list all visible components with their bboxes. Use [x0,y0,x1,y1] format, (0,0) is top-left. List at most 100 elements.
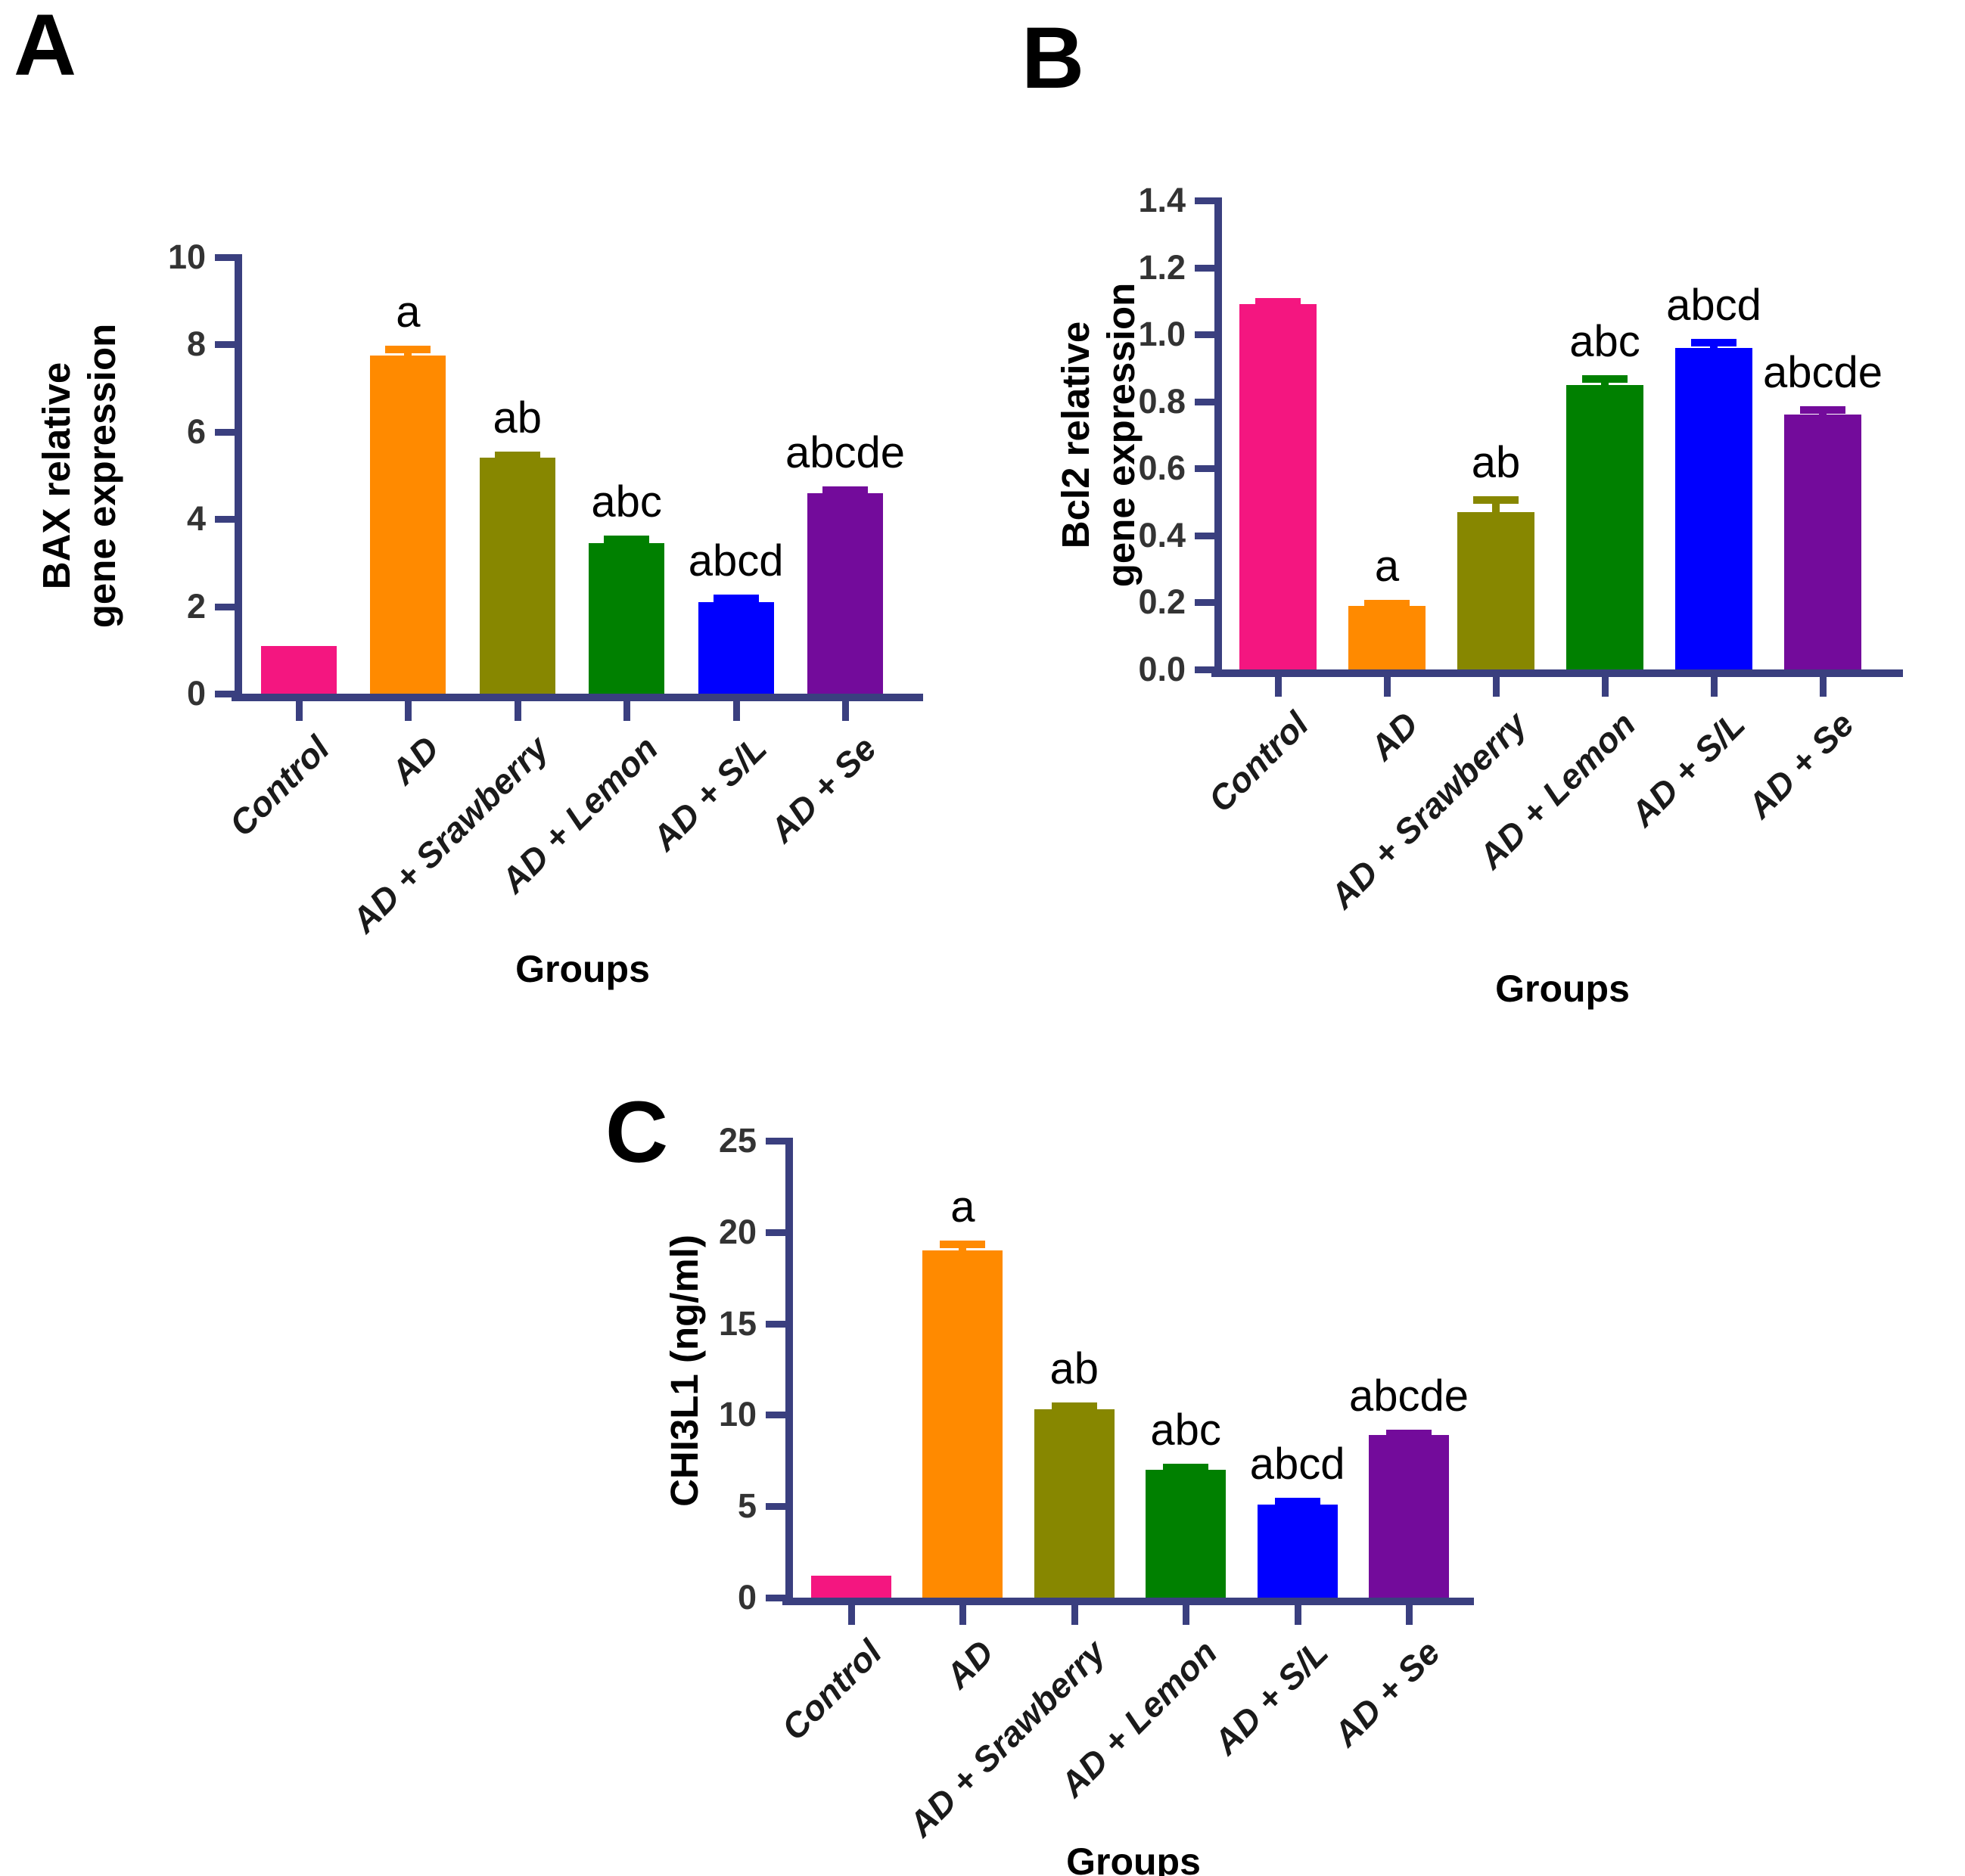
y-tick-mark [1195,599,1214,607]
y-tick-mark [215,691,235,697]
bar [698,601,774,694]
error-bar-cap [1582,374,1628,383]
category-label: Control [774,1632,890,1748]
x-tick-mark [405,701,412,721]
category-label: AD + Srawberry [344,728,556,940]
error-bar-stem [959,1244,967,1252]
y-tick-label: 25 [718,1121,757,1160]
category-label: AD + Srawberry [900,1632,1113,1844]
x-tick-mark [1275,677,1282,697]
y-tick-mark [766,1138,785,1145]
significance-letter: abc [591,477,662,527]
y-tick-label: 10 [718,1395,757,1434]
error-bar-cap [1386,1430,1432,1438]
y-tick-mark [766,1595,785,1601]
significance-letter: abcde [1348,1371,1469,1421]
significance-letter: a [950,1182,975,1232]
error-bar-cap [385,346,431,354]
significance-letter: ab [1049,1343,1099,1393]
category-label: AD [383,728,447,792]
x-tick-mark [1294,1605,1301,1625]
significance-letter: ab [1471,438,1521,488]
x-tick-mark [1711,677,1718,697]
y-tick-mark [215,428,235,436]
panel-b-bar-chart: 0.0 0.2 0.4 0.6 0.8 1.0 1.2 1.4 Control a AD ab AD +… [1138,183,1903,916]
y-tick-mark [1195,197,1214,204]
y-tick-label: 0.2 [1138,582,1186,622]
y-tick-mark [766,1228,785,1236]
bar [922,1250,1003,1598]
panel-c-letter: C [605,1084,669,1181]
error-bar-stem [1492,500,1500,514]
category-label: AD + S/L [1622,704,1752,834]
bar [479,458,555,694]
category-label: Control [222,728,337,844]
category-label: AD + S/L [644,728,775,859]
y-tick-label: 0.6 [1138,449,1186,488]
x-tick-mark [848,1605,855,1625]
error-bar-cap [1473,496,1519,505]
panel-c-y-axis-title: CHI3L1 (ng/ml) [662,1235,706,1507]
panel-b-x-axis-title: Groups [1495,968,1630,1010]
bar [1675,347,1752,669]
y-tick-label: 1.2 [1138,247,1186,287]
significance-letter: abc [1569,316,1640,366]
y-axis-line [235,254,242,701]
x-tick-mark [1071,1605,1078,1625]
significance-letter: ab [493,393,543,443]
y-tick-mark [1195,666,1214,673]
y-axis-line [1214,197,1222,677]
error-bar-cap [940,1240,986,1248]
x-axis-line [782,1598,1474,1605]
bar [1257,1504,1338,1598]
bar [1034,1409,1115,1598]
y-tick-mark [1195,398,1214,405]
error-bar-cap [1800,405,1845,414]
bar [589,542,665,694]
x-tick-mark [1602,677,1609,697]
y-tick-mark [766,1503,785,1511]
x-tick-mark [1406,1605,1413,1625]
bar [261,645,337,694]
bar [1457,511,1534,669]
y-tick-mark [215,254,235,261]
y-tick-label: 2 [186,586,206,626]
category-label: AD + Se [1326,1632,1447,1754]
bar [1784,415,1861,669]
significance-letter: abcd [688,536,784,586]
y-tick-label: 0.4 [1138,515,1186,554]
error-bar-cap [1364,600,1410,608]
panel-a-letter: A [14,0,77,94]
error-bar-cap [1691,339,1736,347]
bar [1369,1434,1449,1598]
bar [1239,304,1317,669]
significance-letter: abcd [1666,281,1761,331]
y-tick-mark [215,603,235,610]
panel-c-x-axis-title: Groups [1066,1840,1201,1876]
category-label: AD + S/L [1205,1632,1336,1763]
x-tick-mark [1183,1605,1190,1625]
panel-b-letter: B [1021,10,1085,107]
error-bar-cap [822,486,868,494]
category-label: Control [1201,704,1317,820]
y-tick-label: 20 [718,1212,757,1251]
y-tick-label: 1.0 [1138,315,1186,354]
category-label: AD [937,1632,1002,1696]
y-tick-label: 10 [167,238,206,276]
x-tick-mark [842,701,849,721]
significance-letter: abcde [1762,347,1883,397]
y-tick-label: 6 [186,412,206,451]
y-tick-label: 0.8 [1138,381,1186,421]
y-tick-mark [766,1320,785,1328]
significance-letter: a [396,287,421,337]
y-tick-label: 0 [186,674,206,713]
y-tick-label: 4 [186,499,206,539]
x-tick-mark [296,701,303,721]
bar [1146,1469,1227,1598]
y-axis-line [785,1138,793,1605]
y-tick-label: 5 [737,1486,757,1526]
category-label: AD + Se [762,728,884,850]
category-label: AD [1361,704,1426,768]
bar [1348,605,1426,669]
